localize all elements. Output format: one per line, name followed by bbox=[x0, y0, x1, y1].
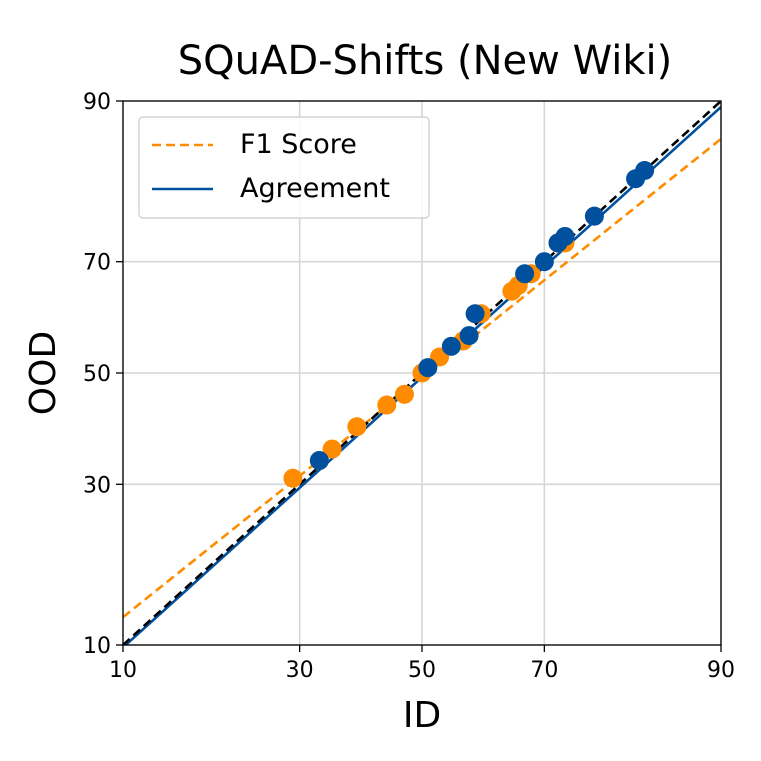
x-tick-label-4: 90 bbox=[707, 658, 735, 683]
point-agreement-2 bbox=[441, 336, 461, 356]
legend: F1 Score Agreement bbox=[138, 116, 430, 219]
y-tick-label-1: 30 bbox=[83, 473, 111, 498]
point-f1-5 bbox=[394, 384, 414, 404]
point-agreement-4 bbox=[465, 304, 485, 324]
legend-agreement-label: Agreement bbox=[240, 173, 390, 204]
point-f1-4 bbox=[377, 395, 397, 415]
point-agreement-11 bbox=[635, 160, 655, 180]
x-tick-label-3: 70 bbox=[530, 658, 558, 683]
data-points bbox=[283, 160, 655, 488]
y-tick-label-0: 10 bbox=[83, 634, 111, 659]
point-f1-3 bbox=[347, 417, 367, 437]
legend-f1-label: F1 Score bbox=[240, 129, 357, 160]
point-agreement-3 bbox=[459, 326, 479, 346]
x-ticks: 10 30 50 70 90 bbox=[109, 645, 735, 683]
point-agreement-9 bbox=[584, 206, 604, 226]
point-agreement-5 bbox=[515, 264, 535, 284]
point-agreement-8 bbox=[555, 226, 575, 246]
point-agreement-6 bbox=[534, 252, 554, 272]
y-axis-label: OOD bbox=[23, 331, 64, 415]
x-tick-label-1: 30 bbox=[286, 658, 314, 683]
y-ticks: 10 30 50 70 90 bbox=[83, 90, 123, 659]
point-agreement-0 bbox=[309, 451, 329, 471]
point-f1-0 bbox=[283, 468, 303, 488]
x-axis-label: ID bbox=[403, 695, 441, 736]
legend-box bbox=[138, 116, 430, 219]
y-tick-label-3: 70 bbox=[83, 251, 111, 276]
point-f1-2 bbox=[322, 439, 342, 459]
x-tick-label-2: 50 bbox=[408, 658, 436, 683]
x-tick-label-0: 10 bbox=[109, 658, 137, 683]
y-tick-label-2: 50 bbox=[83, 362, 111, 387]
y-tick-label-4: 90 bbox=[83, 90, 111, 115]
reference-line-diagonal bbox=[123, 101, 721, 645]
point-agreement-1 bbox=[418, 358, 438, 378]
chart-title: SQuAD-Shifts (New Wiki) bbox=[178, 38, 673, 84]
